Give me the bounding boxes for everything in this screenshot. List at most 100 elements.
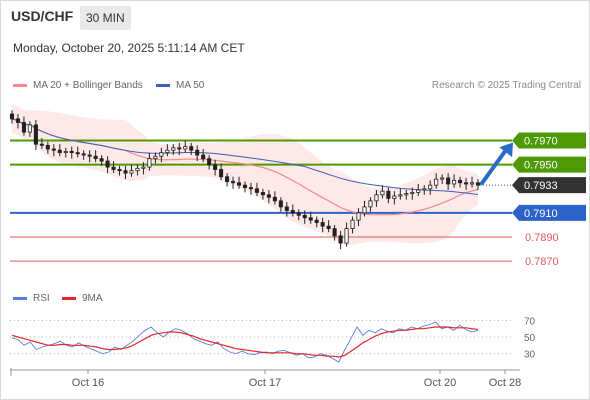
candle-body [386, 190, 391, 199]
forecast-arrow-shaft [480, 146, 509, 186]
candle-body [129, 170, 134, 174]
rsi-ma-legend: 9MA [62, 293, 103, 304]
candle-body [326, 225, 331, 229]
candle [332, 224, 337, 241]
candle [27, 121, 32, 137]
level-tag-label: 0.7970 [524, 136, 558, 148]
candle-body [81, 153, 86, 156]
candle [284, 202, 289, 217]
candle [266, 190, 271, 204]
candle-body [452, 179, 457, 185]
candle-body [39, 143, 44, 146]
candle-body [374, 194, 379, 202]
rsi-swatch [13, 296, 27, 300]
candle [39, 138, 44, 149]
candle [75, 146, 80, 158]
candle-body [392, 195, 397, 199]
candle [201, 149, 206, 163]
candle [416, 183, 421, 197]
candle-body [290, 210, 295, 214]
candle-body [9, 113, 15, 120]
candle-body [159, 152, 164, 157]
candle [123, 165, 128, 180]
level-tag-0.7910: 0.7910 [512, 204, 586, 221]
candle [398, 188, 403, 200]
candle [248, 182, 254, 195]
candle-body [57, 149, 62, 154]
candle [45, 141, 50, 154]
candle-body [284, 206, 289, 211]
header-bar: USD/CHF 30 MIN [0, 0, 590, 36]
candle-body [93, 155, 98, 160]
candle-body [254, 188, 259, 193]
candle-body [111, 166, 116, 170]
candle-body [153, 155, 158, 160]
level-tag-0.7950: 0.7950 [512, 156, 586, 173]
candle [189, 142, 194, 156]
candle [33, 120, 38, 151]
candle-body [434, 178, 439, 186]
candle-body [45, 144, 50, 150]
candle [302, 210, 307, 224]
candle [440, 174, 445, 184]
candle [452, 174, 457, 188]
candle [338, 231, 343, 250]
candle [464, 177, 469, 190]
level-tag-label: 0.7933 [524, 180, 558, 192]
candle-body [416, 189, 421, 193]
candle-body [242, 184, 248, 188]
candle [171, 144, 176, 156]
candle-body [63, 151, 68, 154]
candle [141, 162, 146, 175]
research-credit: Research © 2025 Trading Central [431, 80, 581, 91]
candle [105, 156, 110, 174]
candle [81, 150, 86, 160]
candle [153, 152, 158, 164]
candle-body [296, 212, 301, 216]
candle [69, 146, 74, 159]
candle [242, 181, 248, 193]
ma20-legend: MA 20 + Bollinger Bands [13, 80, 143, 91]
candle [446, 173, 451, 190]
candle [350, 216, 355, 234]
candle-body [428, 184, 433, 190]
candle [404, 190, 409, 200]
candle [129, 164, 134, 177]
candle-body [141, 166, 146, 169]
level-tag-box [512, 132, 586, 149]
candle-body [165, 149, 170, 154]
candle [380, 185, 385, 199]
timeframe-button[interactable]: 30 MIN [80, 6, 131, 30]
forecast-arrow-head [499, 142, 513, 157]
candle-body [21, 122, 26, 133]
level-tag-label: 0.7910 [524, 208, 558, 220]
rsi-tick-30: 30 [524, 350, 536, 361]
candle [469, 176, 475, 188]
candle [93, 150, 98, 163]
candle-body [189, 146, 194, 151]
rsi-ma-swatch [62, 296, 76, 300]
candle [236, 176, 242, 189]
level-label-0.7870: 0.7870 [525, 256, 559, 268]
rsi-ma-legend-label: 9MA [82, 293, 103, 304]
candle [374, 190, 379, 207]
candle [147, 152, 152, 171]
ma50-legend-label: MA 50 [176, 80, 205, 91]
ma50-swatch [156, 83, 170, 87]
candle [165, 144, 170, 157]
candle [213, 159, 218, 176]
level-tag-0.7970: 0.7970 [512, 132, 586, 149]
candle-body [338, 235, 343, 244]
candle-body [404, 193, 409, 196]
candle-body [350, 219, 355, 229]
candle [434, 173, 439, 189]
candle-body [410, 192, 415, 195]
candle [290, 204, 295, 217]
candle [99, 155, 104, 166]
candle [21, 116, 26, 136]
candle [314, 216, 319, 228]
candle-body [135, 167, 140, 172]
level-tag-box [512, 204, 586, 221]
